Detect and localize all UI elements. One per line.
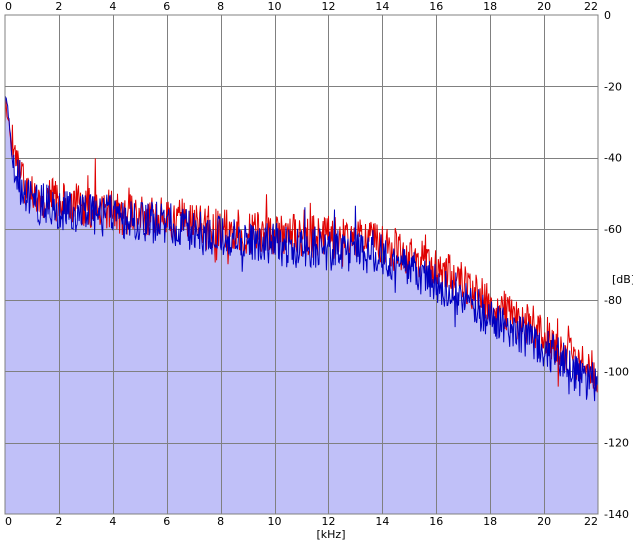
x-tick-label-top: 10 xyxy=(268,0,282,13)
y-tick-label: -80 xyxy=(604,294,622,307)
grid-lines xyxy=(5,15,598,514)
y-tick-label: -40 xyxy=(604,152,622,165)
x-tick-label-top: 22 xyxy=(584,0,598,13)
x-tick-label-bottom: 10 xyxy=(268,515,282,528)
series-line-1 xyxy=(4,95,599,402)
x-tick-labels-bottom: 0 2 4 6 8 10 12 14 16 18 20 22 xyxy=(5,515,598,528)
y-tick-label: -20 xyxy=(604,80,622,93)
x-axis-label: [kHz] xyxy=(317,528,346,541)
y-tick-labels: 0 -20 -40 -60 -80 -100 -120 -140 xyxy=(604,9,629,521)
x-tick-label-bottom: 22 xyxy=(584,515,598,528)
x-tick-label-bottom: 14 xyxy=(375,515,389,528)
x-tick-label-top: 18 xyxy=(483,0,497,13)
plot-border xyxy=(4,14,599,515)
x-tick-label-top: 4 xyxy=(109,0,116,13)
x-tick-label-top: 0 xyxy=(5,0,12,13)
x-tick-label-bottom: 8 xyxy=(217,515,224,528)
x-tick-label-bottom: 2 xyxy=(55,515,62,528)
x-tick-label-bottom: 0 xyxy=(5,515,12,528)
x-tick-label-top: 14 xyxy=(375,0,389,13)
x-tick-label-top: 6 xyxy=(163,0,170,13)
x-tick-label-top: 16 xyxy=(429,0,443,13)
x-tick-label-top: 2 xyxy=(55,0,62,13)
x-tick-label-top: 20 xyxy=(537,0,551,13)
y-tick-label: 0 xyxy=(604,9,611,22)
x-tick-label-bottom: 6 xyxy=(163,515,170,528)
y-tick-label: -100 xyxy=(604,365,629,378)
x-tick-label-bottom: 4 xyxy=(109,515,116,528)
x-tick-label-bottom: 18 xyxy=(483,515,497,528)
y-axis-label: [dB] xyxy=(612,273,633,286)
y-tick-label: -60 xyxy=(604,223,622,236)
x-tick-label-top: 8 xyxy=(217,0,224,13)
x-tick-label-bottom: 12 xyxy=(321,515,335,528)
x-tick-labels-top: 0 2 4 6 8 10 12 14 16 18 20 22 xyxy=(5,0,598,13)
x-tick-label-top: 12 xyxy=(321,0,335,13)
x-tick-label-bottom: 16 xyxy=(429,515,443,528)
spectrum-area-fill xyxy=(5,97,598,515)
series-lines xyxy=(4,95,599,402)
x-tick-label-bottom: 20 xyxy=(537,515,551,528)
y-tick-label: -120 xyxy=(604,437,629,450)
y-tick-label: -140 xyxy=(604,508,629,521)
